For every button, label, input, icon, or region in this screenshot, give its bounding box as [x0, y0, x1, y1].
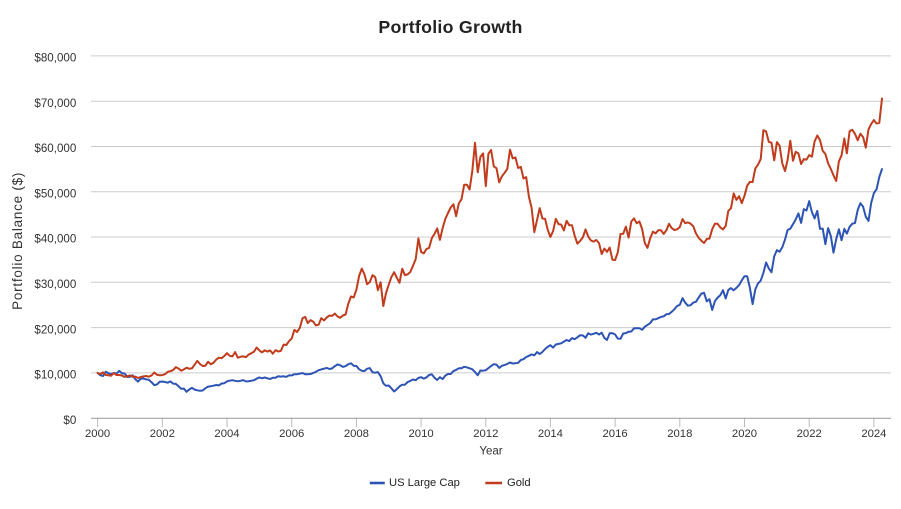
svg-text:2018: 2018 — [667, 428, 692, 440]
svg-text:$0: $0 — [63, 414, 76, 427]
svg-text:US Large Cap: US Large Cap — [389, 477, 460, 489]
svg-text:2020: 2020 — [732, 428, 757, 440]
svg-text:$50,000: $50,000 — [34, 187, 76, 200]
svg-text:2010: 2010 — [409, 428, 434, 440]
svg-text:2008: 2008 — [344, 428, 369, 440]
svg-text:$80,000: $80,000 — [34, 52, 76, 65]
svg-text:2006: 2006 — [279, 428, 304, 440]
svg-text:2012: 2012 — [473, 428, 498, 440]
svg-text:$20,000: $20,000 — [34, 323, 76, 336]
svg-text:2016: 2016 — [603, 428, 628, 440]
svg-text:2022: 2022 — [797, 428, 822, 440]
svg-text:2024: 2024 — [861, 428, 886, 440]
svg-text:$40,000: $40,000 — [34, 233, 76, 246]
svg-text:Year: Year — [479, 446, 502, 458]
svg-text:Gold: Gold — [507, 477, 531, 489]
svg-text:2004: 2004 — [214, 428, 239, 440]
svg-text:2014: 2014 — [538, 428, 563, 440]
svg-text:$10,000: $10,000 — [34, 369, 76, 382]
svg-text:Portfolio Growth: Portfolio Growth — [378, 17, 522, 37]
svg-text:$30,000: $30,000 — [34, 278, 76, 291]
svg-text:$70,000: $70,000 — [34, 97, 76, 110]
svg-text:2002: 2002 — [150, 428, 175, 440]
svg-text:2000: 2000 — [85, 428, 110, 440]
svg-text:$60,000: $60,000 — [34, 142, 76, 155]
svg-text:Portfolio Balance ($): Portfolio Balance ($) — [10, 172, 25, 310]
